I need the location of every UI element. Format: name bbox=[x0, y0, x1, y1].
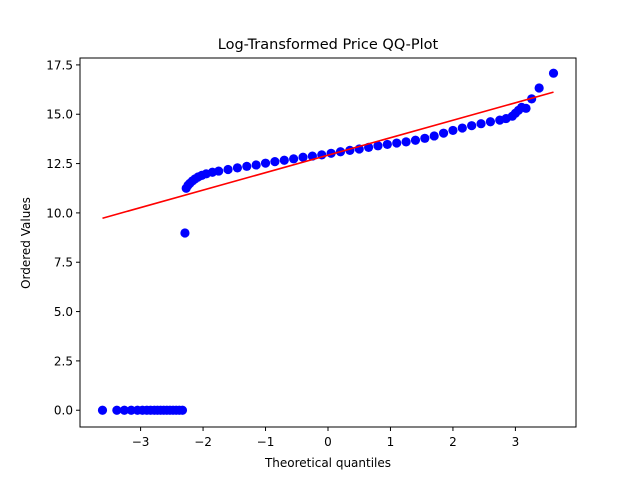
data-point bbox=[401, 137, 411, 147]
data-point bbox=[289, 154, 299, 164]
x-tick-label: −3 bbox=[132, 435, 150, 449]
data-point bbox=[467, 121, 477, 131]
data-point bbox=[279, 155, 289, 165]
data-point bbox=[485, 117, 496, 127]
chart-title: Log-Transformed Price QQ-Plot bbox=[218, 37, 439, 53]
data-point bbox=[260, 158, 271, 168]
y-axis-ticks: 0.0 2.5 5.0 7.5 10.0 12.5 15.0 17.5 bbox=[46, 58, 80, 418]
data-point bbox=[392, 138, 402, 148]
data-point bbox=[119, 405, 129, 415]
x-tick-label: 2 bbox=[449, 435, 457, 449]
data-point bbox=[214, 166, 224, 176]
data-point bbox=[177, 405, 188, 415]
fit-line bbox=[102, 91, 554, 219]
x-tick-label: −1 bbox=[257, 435, 275, 449]
x-tick-label: 3 bbox=[512, 435, 520, 449]
data-point bbox=[112, 405, 122, 415]
y-tick-label: 5.0 bbox=[54, 305, 73, 319]
data-point bbox=[548, 68, 559, 78]
y-tick-label: 0.0 bbox=[54, 404, 73, 418]
data-point bbox=[534, 83, 544, 93]
data-point bbox=[373, 141, 383, 151]
plot-layer bbox=[97, 68, 559, 415]
x-axis-label: Theoretical quantiles bbox=[264, 456, 391, 470]
data-point bbox=[232, 163, 243, 173]
data-point bbox=[476, 119, 486, 129]
data-point bbox=[298, 152, 308, 162]
data-point bbox=[242, 161, 252, 171]
data-point bbox=[97, 405, 108, 415]
data-point bbox=[251, 160, 261, 170]
y-tick-label: 15.0 bbox=[46, 108, 73, 122]
data-point bbox=[410, 135, 421, 145]
data-point bbox=[448, 125, 458, 136]
data-point bbox=[457, 123, 467, 133]
data-point bbox=[420, 133, 430, 143]
x-tick-label: −2 bbox=[194, 435, 212, 449]
axes-frame bbox=[79, 57, 577, 428]
x-tick-label: 1 bbox=[387, 435, 395, 449]
data-point bbox=[429, 131, 439, 141]
y-tick-label: 7.5 bbox=[54, 256, 73, 270]
data-point bbox=[438, 128, 449, 138]
y-tick-label: 10.0 bbox=[46, 206, 73, 220]
data-point bbox=[223, 164, 233, 175]
data-point bbox=[270, 156, 280, 167]
y-tick-label: 12.5 bbox=[46, 157, 73, 171]
data-point bbox=[180, 228, 190, 238]
y-tick-label: 2.5 bbox=[54, 354, 73, 368]
x-tick-label: 0 bbox=[324, 435, 332, 449]
data-point bbox=[521, 103, 531, 113]
y-tick-label: 17.5 bbox=[46, 58, 73, 72]
data-point bbox=[382, 139, 392, 150]
y-axis-label: Ordered Values bbox=[19, 197, 33, 289]
x-axis-ticks: −3 −2 −1 0 1 2 3 bbox=[132, 427, 519, 449]
